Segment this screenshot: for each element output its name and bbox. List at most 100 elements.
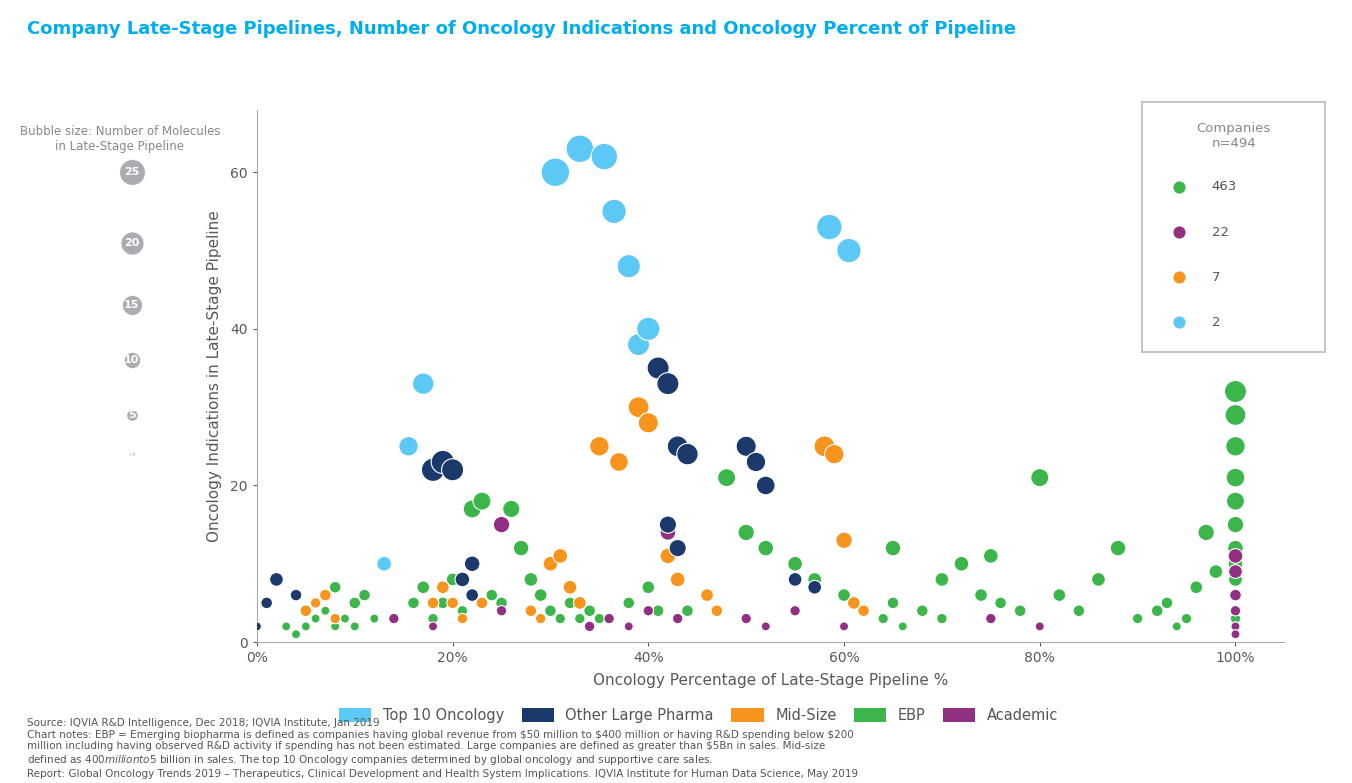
Point (1165, 620, 1187, 633)
Point (265, 573, 287, 586)
Point (545, 166, 566, 179)
Point (618, 597, 639, 609)
Point (452, 604, 473, 617)
Point (1225, 589, 1247, 601)
Point (412, 581, 434, 594)
Point (638, 604, 660, 617)
Point (1225, 409, 1247, 421)
Point (285, 628, 307, 640)
Point (603, 205, 625, 218)
Text: 1: 1 (128, 449, 135, 459)
Point (412, 377, 434, 390)
Point (618, 260, 639, 272)
Text: 15: 15 (124, 301, 139, 310)
Point (1225, 628, 1247, 640)
Point (343, 620, 365, 633)
Text: 2: 2 (1211, 316, 1221, 329)
Point (324, 612, 346, 625)
Point (461, 503, 483, 515)
Point (422, 597, 443, 609)
Point (397, 440, 419, 453)
Point (1225, 495, 1247, 507)
Point (1168, 316, 1190, 329)
Point (784, 604, 806, 617)
Point (853, 604, 875, 617)
Point (911, 604, 933, 617)
Point (1225, 440, 1247, 453)
Point (246, 620, 268, 633)
Point (461, 589, 483, 601)
Point (549, 612, 571, 625)
Point (285, 589, 307, 601)
Point (784, 573, 806, 586)
Point (1126, 612, 1148, 625)
Text: 7: 7 (1211, 271, 1221, 283)
Point (304, 597, 326, 609)
Text: 22: 22 (1211, 226, 1229, 239)
Point (491, 518, 512, 531)
Point (1225, 542, 1247, 554)
Point (1107, 542, 1129, 554)
Point (1168, 226, 1190, 238)
Point (1225, 518, 1247, 531)
Point (971, 589, 992, 601)
Point (932, 612, 953, 625)
Point (706, 604, 727, 617)
Point (1186, 581, 1207, 594)
Point (452, 573, 473, 586)
Point (442, 573, 464, 586)
Point (122, 354, 142, 366)
Point (122, 299, 142, 312)
Point (256, 597, 277, 609)
Point (1225, 299, 1247, 312)
Point (594, 150, 615, 163)
Point (470, 495, 492, 507)
Point (461, 557, 483, 570)
Point (588, 612, 610, 625)
Point (932, 573, 953, 586)
Point (608, 456, 630, 468)
Point (433, 581, 454, 594)
Point (122, 236, 142, 249)
Point (373, 557, 395, 570)
Point (676, 448, 698, 460)
Point (818, 221, 840, 233)
Point (500, 503, 522, 515)
Point (588, 440, 610, 453)
Point (403, 597, 425, 609)
Point (364, 612, 385, 625)
Point (452, 612, 473, 625)
Point (735, 440, 757, 453)
Point (1168, 181, 1190, 193)
Point (1156, 597, 1178, 609)
Point (1049, 589, 1071, 601)
Point (315, 589, 337, 601)
Point (990, 597, 1011, 609)
Point (569, 612, 591, 625)
Point (276, 620, 297, 633)
Point (324, 581, 346, 594)
Point (657, 518, 679, 531)
Point (304, 612, 326, 625)
Point (1225, 557, 1247, 570)
Point (1225, 565, 1247, 578)
Point (442, 464, 464, 476)
Point (667, 612, 688, 625)
Point (295, 604, 316, 617)
Point (422, 620, 443, 633)
Point (1029, 471, 1051, 484)
Point (657, 526, 679, 539)
Point (122, 409, 142, 421)
Point (667, 542, 688, 554)
Point (521, 604, 542, 617)
Point (521, 573, 542, 586)
Point (882, 542, 903, 554)
Point (383, 612, 404, 625)
Point (804, 573, 826, 586)
Point (853, 604, 875, 617)
Point (481, 589, 503, 601)
Point (1087, 573, 1109, 586)
Point (833, 534, 854, 547)
Text: 25: 25 (124, 168, 139, 177)
Point (579, 620, 600, 633)
